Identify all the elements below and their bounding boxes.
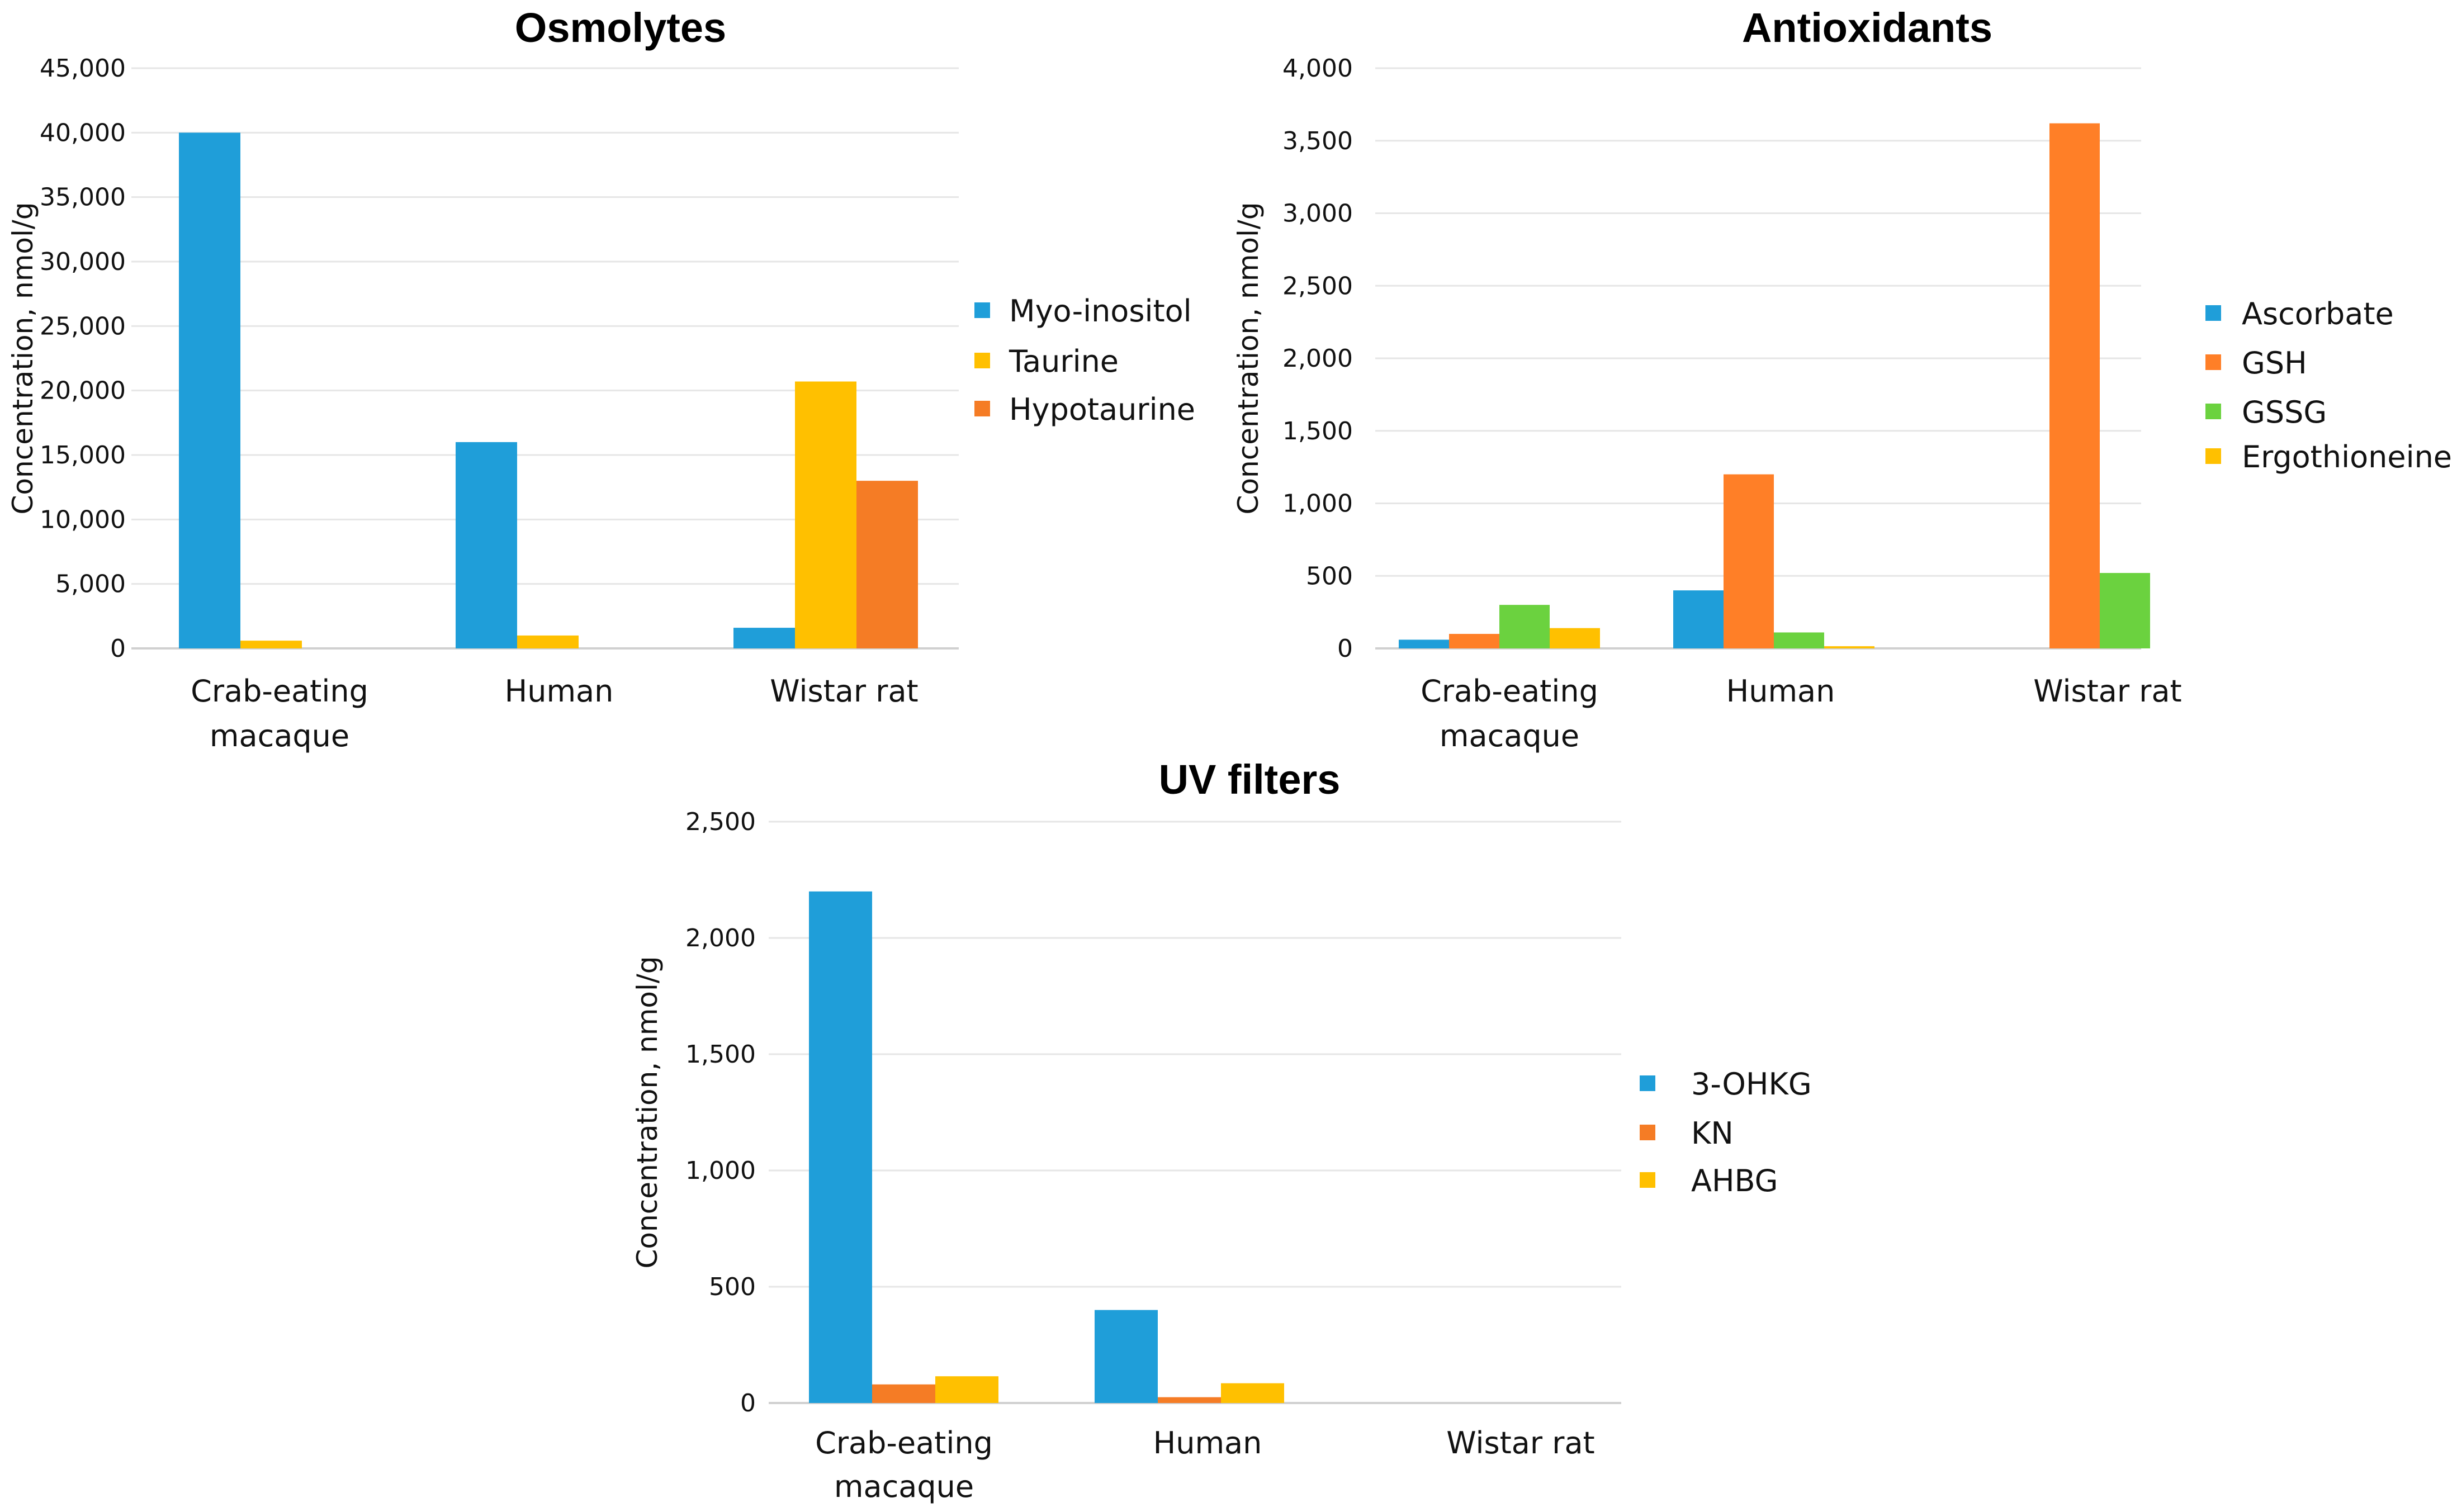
y-tick-label: 500 bbox=[709, 1273, 756, 1301]
chart-title: Antioxidants bbox=[1742, 4, 1992, 51]
bar-kn-human bbox=[1158, 1397, 1221, 1403]
y-tick-label: 30,000 bbox=[40, 248, 126, 276]
y-tick-label: 3,500 bbox=[1282, 127, 1353, 155]
bar-taurine-human bbox=[517, 635, 579, 648]
legend-label: GSSG bbox=[2242, 395, 2327, 430]
legend-label: KN bbox=[1691, 1116, 1734, 1151]
y-tick-label: 45,000 bbox=[40, 54, 126, 83]
y-tick-label: 0 bbox=[1337, 634, 1353, 663]
y-tick-label: 2,000 bbox=[1282, 344, 1353, 373]
bar-3-ohkg-human bbox=[1095, 1310, 1158, 1403]
bar-ahbg-human bbox=[1221, 1383, 1284, 1403]
y-tick-label: 500 bbox=[1306, 562, 1353, 590]
x-category-label: Crab-eating bbox=[191, 674, 368, 709]
chart-uv-filters: UV filters 0 500 1,000 1,500 2,000 2,500 Concen… bbox=[631, 756, 1812, 1504]
y-tick-label: 1,000 bbox=[1282, 490, 1353, 518]
legend-label: 3-OHKG bbox=[1691, 1067, 1812, 1102]
x-category-label-line2: macaque bbox=[834, 1469, 974, 1504]
bar-ergothioneine-crab-eating-macaque bbox=[1550, 628, 1600, 648]
bar-ahbg-crab-eating-macaque bbox=[935, 1376, 998, 1403]
y-tick-label: 2,500 bbox=[685, 808, 756, 836]
x-category-label: Human bbox=[505, 674, 614, 709]
bar-gssg-human bbox=[1774, 632, 1824, 648]
bar-gsh-crab-eating-macaque bbox=[1449, 634, 1499, 648]
y-tick-label: 2,000 bbox=[685, 924, 756, 952]
y-axis-label: Concentration, nmol/g bbox=[631, 956, 664, 1269]
legend-swatch bbox=[1640, 1125, 1655, 1140]
x-category-label: Crab-eating bbox=[815, 1425, 993, 1461]
legend-swatch bbox=[2205, 448, 2221, 464]
bar-3-ohkg-crab-eating-macaque bbox=[809, 891, 872, 1403]
chart-title: Osmolytes bbox=[515, 4, 726, 51]
bar-ascorbate-human bbox=[1673, 590, 1724, 648]
y-tick-label: 20,000 bbox=[40, 377, 126, 405]
y-tick-label: 1,500 bbox=[685, 1040, 756, 1069]
legend-swatch bbox=[1640, 1075, 1655, 1091]
y-tick-label: 25,000 bbox=[40, 312, 126, 340]
x-category-label-line2: macaque bbox=[210, 718, 349, 753]
bar-myo-inositol-wistar-rat bbox=[733, 628, 795, 648]
bar-kn-crab-eating-macaque bbox=[872, 1384, 935, 1403]
legend-swatch bbox=[974, 401, 990, 416]
y-tick-label: 2,500 bbox=[1282, 272, 1353, 300]
y-tick-label: 40,000 bbox=[40, 119, 126, 147]
y-tick-label: 0 bbox=[110, 634, 126, 663]
bar-gssg-crab-eating-macaque bbox=[1499, 605, 1550, 648]
chart-antioxidants: Antioxidants 0 500 1,000 1,500 2,000 2,500 3,00… bbox=[1232, 4, 2452, 753]
legend: 3-OHKG KN AHBG bbox=[1640, 1067, 1812, 1198]
chart-osmolytes: Osmolytes 0 5,000 10,000 15,000 20,000 25,000 3… bbox=[7, 4, 1195, 753]
bar-myo-inositol-human bbox=[456, 442, 517, 648]
y-axis-label: Concentration, nmol/g bbox=[7, 202, 39, 515]
x-category-label: Wistar rat bbox=[1446, 1425, 1594, 1461]
x-category-label: Human bbox=[1153, 1425, 1262, 1461]
legend-swatch bbox=[2205, 354, 2221, 370]
legend-label: Taurine bbox=[1009, 344, 1119, 379]
y-tick-label: 3,000 bbox=[1282, 200, 1353, 228]
y-tick-label: 4,000 bbox=[1282, 54, 1353, 83]
bar-ergothioneine-human bbox=[1824, 646, 1874, 648]
bar-taurine-wistar-rat bbox=[795, 381, 856, 648]
bar-gssg-wistar-rat bbox=[2100, 573, 2150, 648]
legend-label: GSH bbox=[2242, 345, 2307, 381]
y-axis-label: Concentration, nmol/g bbox=[1232, 202, 1265, 515]
y-tick-label: 0 bbox=[740, 1389, 756, 1418]
x-category-label-line2: macaque bbox=[1440, 718, 1579, 753]
legend-swatch bbox=[974, 302, 990, 318]
bar-hypotaurine-wistar-rat bbox=[856, 481, 918, 648]
legend-swatch bbox=[974, 353, 990, 368]
legend-label: AHBG bbox=[1691, 1163, 1778, 1198]
x-category-label: Human bbox=[1726, 674, 1835, 709]
legend-label: Ergothioneine bbox=[2242, 439, 2452, 475]
y-tick-label: 15,000 bbox=[40, 441, 126, 470]
legend: Ascorbate GSH GSSG Ergothioneine bbox=[2205, 296, 2452, 475]
bar-gsh-human bbox=[1724, 474, 1774, 648]
bar-myo-inositol-crab-eating-macaque bbox=[179, 132, 240, 649]
y-tick-label: 1,000 bbox=[685, 1156, 756, 1185]
x-category-label: Crab-eating bbox=[1421, 674, 1598, 709]
bar-taurine-crab-eating-macaque bbox=[240, 641, 302, 648]
legend-swatch bbox=[2205, 305, 2221, 321]
legend-label: Myo-inositol bbox=[1009, 293, 1192, 329]
y-tick-label: 1,500 bbox=[1282, 417, 1353, 445]
y-tick-label: 35,000 bbox=[40, 183, 126, 212]
chart-title: UV filters bbox=[1159, 756, 1341, 803]
y-tick-label: 10,000 bbox=[40, 505, 126, 534]
legend-label: Hypotaurine bbox=[1009, 392, 1195, 427]
legend-label: Ascorbate bbox=[2242, 296, 2394, 331]
legend-swatch bbox=[2205, 404, 2221, 419]
bar-gsh-wistar-rat bbox=[2049, 123, 2100, 649]
bar-ascorbate-crab-eating-macaque bbox=[1399, 639, 1449, 648]
y-tick-label: 5,000 bbox=[55, 570, 126, 599]
x-category-label: Wistar rat bbox=[2033, 674, 2181, 709]
legend: Myo-inositol Taurine Hypotaurine bbox=[974, 293, 1195, 427]
legend-swatch bbox=[1640, 1172, 1655, 1188]
x-category-label: Wistar rat bbox=[770, 674, 918, 709]
